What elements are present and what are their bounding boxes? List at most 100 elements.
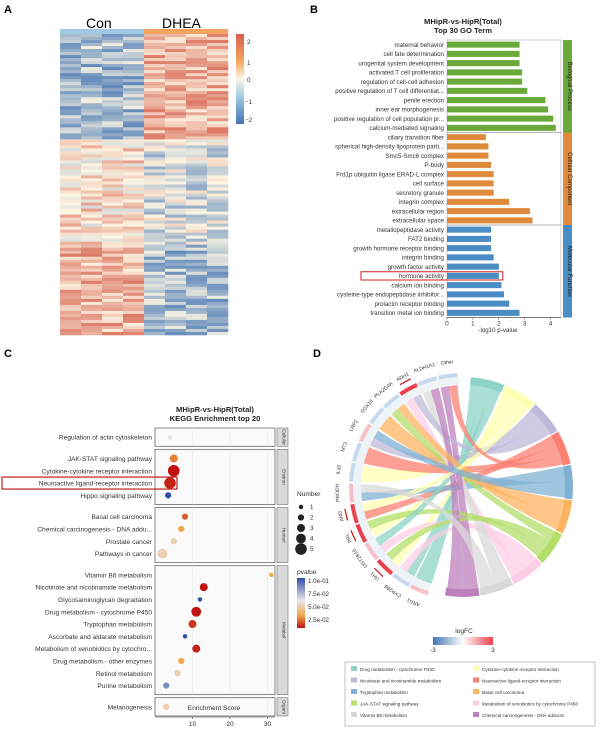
heatmap-cell: [144, 235, 166, 239]
heatmap-cell: [123, 88, 145, 92]
logfc-colorbar-tick: -3: [430, 647, 436, 654]
heatmap-cell: [81, 88, 103, 92]
heatmap-cell: [207, 37, 229, 41]
heatmap-cell: [123, 289, 145, 294]
heatmap-cell: [207, 115, 229, 119]
heatmap-cell: [81, 148, 103, 152]
heatmap-cell: [60, 313, 82, 318]
heatmap-cell: [81, 130, 103, 134]
heatmap-cell: [144, 163, 166, 167]
heatmap-cell: [60, 277, 82, 282]
pathway-legend: Drug metabolism - cytochrome P450 Cytokin…: [344, 661, 596, 727]
heatmap-cell: [144, 148, 166, 152]
go-bar: [447, 106, 549, 113]
pathway-legend-label: Basal cell carcinoma: [482, 690, 525, 695]
heatmap-cell: [165, 238, 187, 242]
heatmap-cell: [207, 208, 229, 212]
heatmap-cell: [207, 325, 229, 330]
heatmap-cell: [60, 307, 82, 312]
heatmap-cell: [165, 145, 187, 149]
go-term-label: urogenital system development: [358, 60, 444, 67]
heatmap-cell: [144, 253, 166, 258]
heatmap-cell: [60, 43, 82, 47]
heatmap-cell: [144, 286, 166, 291]
heatmap-cell: [102, 121, 124, 125]
heatmap-cell: [60, 244, 82, 249]
heatmap-cell: [60, 112, 82, 116]
heatmap-cell: [123, 160, 145, 164]
heatmap-cell: [102, 70, 124, 74]
pathway-arc: [444, 587, 480, 597]
heatmap-cell: [186, 124, 208, 128]
heatmap-cell: [102, 232, 124, 236]
heatmap-cell: [144, 82, 166, 86]
heatmap-cell: [186, 106, 208, 110]
heatmap-cell: [60, 172, 82, 176]
heatmap-cell: [144, 40, 166, 44]
heatmap-cell: [81, 151, 103, 155]
heatmap-cell: [60, 88, 82, 92]
heatmap-cell: [60, 145, 82, 149]
heatmap-cell: [165, 118, 187, 122]
gene-label: Other: [440, 359, 454, 367]
heatmap-cell: [186, 220, 208, 224]
heatmap-cell: [102, 127, 124, 131]
heatmap-cell: [60, 316, 82, 321]
heatmap-cell: [165, 139, 187, 143]
heatmap-cell: [102, 178, 124, 182]
heatmap-cell: [123, 190, 145, 194]
gene-red-underline: [344, 508, 349, 521]
kegg-x-tick-label: 10: [189, 721, 197, 728]
heatmap-cell: [123, 232, 145, 236]
heatmap-cell: [186, 178, 208, 182]
heatmap-cell: [102, 262, 124, 267]
heatmap-cell: [81, 286, 103, 291]
heatmap-cell: [123, 145, 145, 149]
gene-logfc-arc: [369, 407, 385, 425]
heatmap-cell: [144, 178, 166, 182]
heatmap-cell: [123, 79, 145, 83]
heatmap-cell: [165, 253, 187, 258]
heatmap-cell: [186, 241, 208, 245]
heatmap-cell: [186, 187, 208, 191]
heatmap-cell: [186, 199, 208, 203]
heatmap-cell: [186, 76, 208, 80]
heatmap-cell: [144, 103, 166, 107]
heatmap-cell: [186, 97, 208, 101]
heatmap-cell: [186, 148, 208, 152]
gene-red-underline: [399, 378, 411, 386]
heatmap-cell: [186, 79, 208, 83]
heatmap-cell: [81, 85, 103, 89]
heatmap-cell: [186, 295, 208, 300]
heatmap-cell: [165, 67, 187, 71]
heatmap-cell: [186, 49, 208, 53]
heatmap-cell: [165, 175, 187, 179]
heatmap-cell: [186, 157, 208, 161]
heatmap-cell: [207, 94, 229, 98]
heatmap-cell: [207, 223, 229, 227]
go-bar: [447, 161, 492, 168]
heatmap-cell: [186, 328, 208, 333]
heatmap-cell: [207, 112, 229, 116]
go-x-tick-label: 3: [523, 321, 527, 328]
heatmap-cell: [81, 259, 103, 264]
heatmap-cell: [144, 136, 166, 140]
go-bar: [447, 180, 494, 187]
pathway-legend-frame: [344, 661, 596, 727]
heatmap-cell: [186, 229, 208, 233]
heatmap-cell: [60, 34, 82, 38]
heatmap-cell: [144, 151, 166, 155]
heatmap-cell: [207, 106, 229, 110]
kegg-term-label: Basal cell carcinoma: [92, 514, 153, 521]
heatmap-cell: [102, 175, 124, 179]
heatmap-cell: [144, 268, 166, 273]
heatmap-cell: [144, 325, 166, 330]
heatmap-cell: [186, 64, 208, 68]
heatmap-cell: [123, 229, 145, 233]
heatmap-cell: [165, 55, 187, 59]
heatmap-cell: [165, 91, 187, 95]
heatmap-cell: [165, 46, 187, 50]
legend-count-title: Number: [297, 491, 321, 498]
heatmap-cell: [144, 169, 166, 173]
heatmap-cell: [102, 250, 124, 255]
